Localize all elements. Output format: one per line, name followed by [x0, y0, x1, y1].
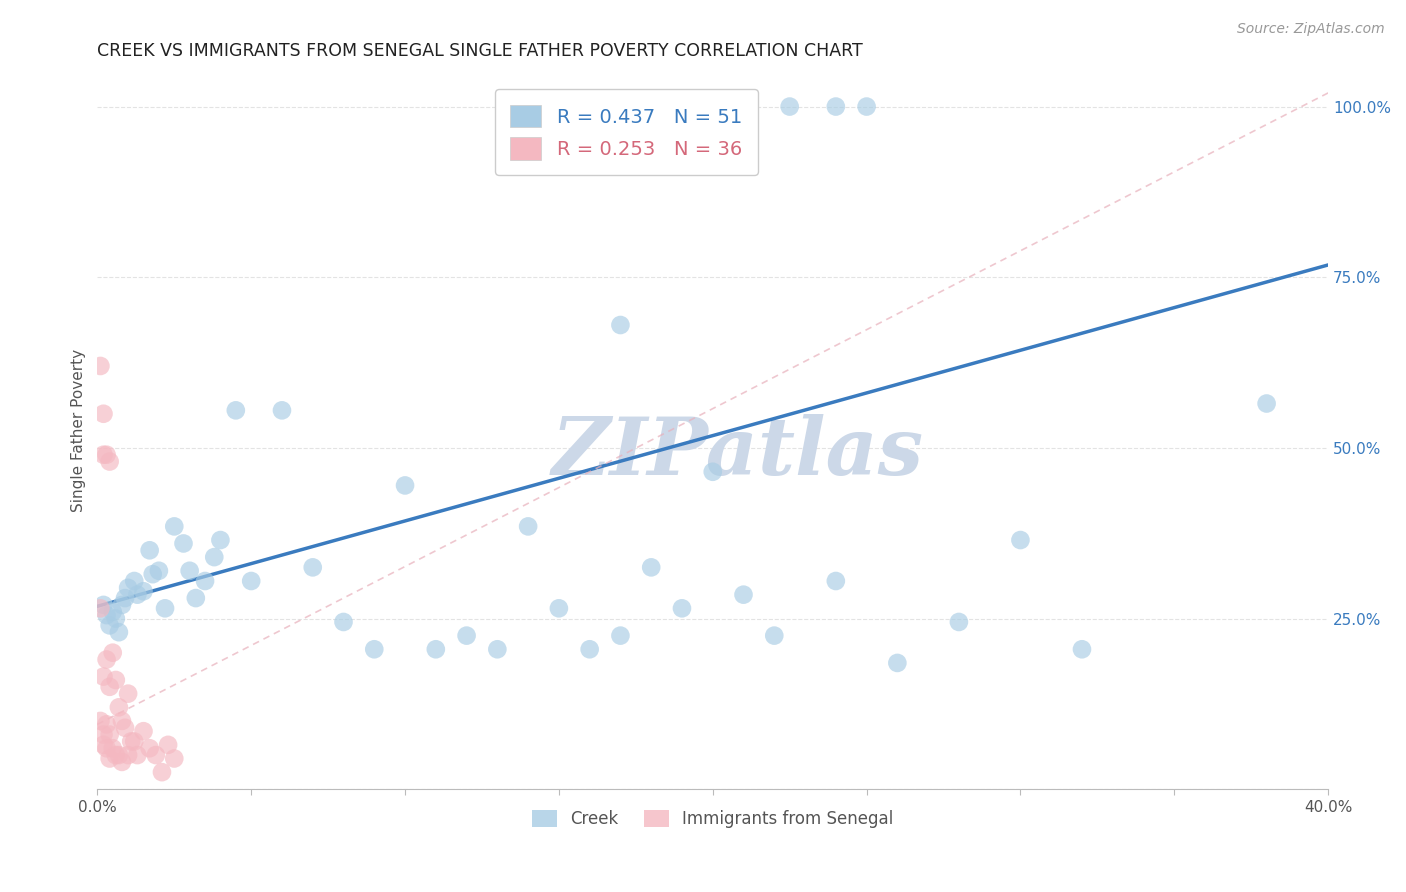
Point	[98, 751, 121, 765]
Point	[148, 564, 170, 578]
Point	[104, 748, 127, 763]
Point	[225, 403, 247, 417]
Point	[301, 560, 323, 574]
Point	[153, 601, 176, 615]
Point	[194, 574, 217, 588]
Point	[157, 738, 180, 752]
Text: ZIPatlas: ZIPatlas	[551, 414, 924, 491]
Point	[89, 359, 111, 373]
Point	[120, 734, 142, 748]
Point	[101, 741, 124, 756]
Point	[117, 687, 139, 701]
Point	[150, 765, 173, 780]
Point	[609, 629, 631, 643]
Point	[733, 588, 755, 602]
Point	[132, 584, 155, 599]
Point	[824, 574, 846, 588]
Legend: Creek, Immigrants from Senegal: Creek, Immigrants from Senegal	[526, 803, 900, 835]
Point	[108, 748, 131, 763]
Point	[101, 605, 124, 619]
Point	[609, 318, 631, 332]
Point	[93, 598, 115, 612]
Point	[93, 728, 115, 742]
Point	[93, 738, 115, 752]
Point	[240, 574, 263, 588]
Point	[111, 755, 134, 769]
Point	[163, 751, 186, 765]
Point	[117, 748, 139, 763]
Point	[93, 448, 115, 462]
Point	[163, 519, 186, 533]
Point	[127, 748, 149, 763]
Point	[114, 721, 136, 735]
Text: Source: ZipAtlas.com: Source: ZipAtlas.com	[1237, 22, 1385, 37]
Point	[763, 629, 786, 643]
Point	[108, 625, 131, 640]
Point	[108, 700, 131, 714]
Point	[855, 99, 877, 113]
Point	[184, 591, 207, 605]
Point	[124, 734, 146, 748]
Point	[93, 669, 115, 683]
Point	[640, 560, 662, 574]
Point	[96, 448, 118, 462]
Point	[104, 611, 127, 625]
Point	[332, 615, 354, 629]
Point	[363, 642, 385, 657]
Point	[179, 564, 201, 578]
Point	[93, 407, 115, 421]
Point	[104, 673, 127, 687]
Point	[517, 519, 540, 533]
Point	[145, 748, 167, 763]
Point	[486, 642, 509, 657]
Point	[138, 741, 160, 756]
Point	[824, 99, 846, 113]
Point	[202, 550, 225, 565]
Point	[96, 608, 118, 623]
Point	[1256, 396, 1278, 410]
Point	[173, 536, 195, 550]
Point	[96, 652, 118, 666]
Point	[1010, 533, 1032, 547]
Point	[886, 656, 908, 670]
Point	[948, 615, 970, 629]
Point	[271, 403, 294, 417]
Point	[132, 724, 155, 739]
Text: CREEK VS IMMIGRANTS FROM SENEGAL SINGLE FATHER POVERTY CORRELATION CHART: CREEK VS IMMIGRANTS FROM SENEGAL SINGLE …	[97, 42, 863, 60]
Y-axis label: Single Father Poverty: Single Father Poverty	[72, 350, 86, 512]
Point	[96, 717, 118, 731]
Point	[114, 591, 136, 605]
Point	[98, 728, 121, 742]
Point	[127, 588, 149, 602]
Point	[578, 642, 600, 657]
Point	[98, 618, 121, 632]
Point	[425, 642, 447, 657]
Point	[111, 714, 134, 728]
Point	[98, 454, 121, 468]
Point	[548, 99, 571, 113]
Point	[124, 574, 146, 588]
Point	[548, 601, 571, 615]
Point	[117, 581, 139, 595]
Point	[702, 465, 724, 479]
Point	[89, 714, 111, 728]
Point	[394, 478, 416, 492]
Point	[101, 646, 124, 660]
Point	[209, 533, 232, 547]
Point	[671, 601, 693, 615]
Point	[138, 543, 160, 558]
Point	[111, 598, 134, 612]
Point	[456, 629, 478, 643]
Point	[89, 601, 111, 615]
Point	[1071, 642, 1094, 657]
Point	[779, 99, 801, 113]
Point	[98, 680, 121, 694]
Point	[96, 741, 118, 756]
Point	[142, 567, 165, 582]
